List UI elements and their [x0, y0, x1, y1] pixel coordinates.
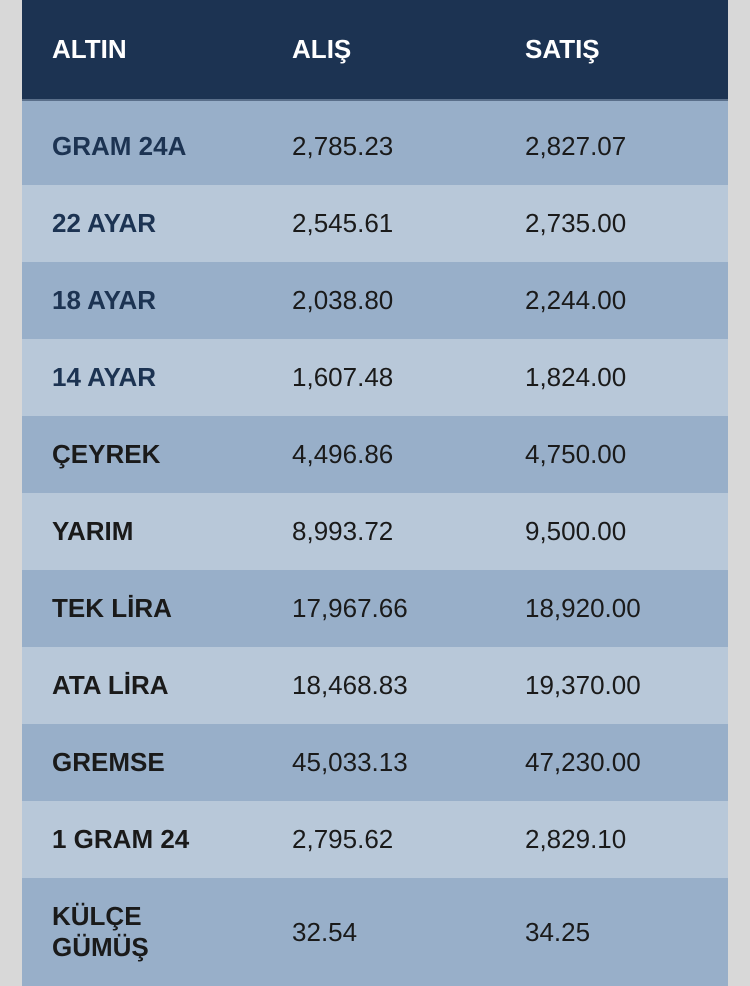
table-row: YARIM 8,993.72 9,500.00	[22, 493, 728, 570]
table-body: GRAM 24A 2,785.23 2,827.07 22 AYAR 2,545…	[22, 100, 728, 986]
header-alis: ALIŞ	[262, 0, 495, 100]
row-name: 18 AYAR	[22, 262, 262, 339]
header-satis: SATIŞ	[495, 0, 728, 100]
table-row: TEK LİRA 17,967.66 18,920.00	[22, 570, 728, 647]
row-name: 14 AYAR	[22, 339, 262, 416]
row-buy: 17,967.66	[262, 570, 495, 647]
table-row: 22 AYAR 2,545.61 2,735.00	[22, 185, 728, 262]
table-row: ATA LİRA 18,468.83 19,370.00	[22, 647, 728, 724]
table-row: 18 AYAR 2,038.80 2,244.00	[22, 262, 728, 339]
row-name: ÇEYREK	[22, 416, 262, 493]
table-row: 1 GRAM 24 2,795.62 2,829.10	[22, 801, 728, 878]
row-sell: 2,244.00	[495, 262, 728, 339]
header-altin: ALTIN	[22, 0, 262, 100]
row-buy: 2,038.80	[262, 262, 495, 339]
row-sell: 1,824.00	[495, 339, 728, 416]
row-buy: 8,993.72	[262, 493, 495, 570]
row-buy: 1,607.48	[262, 339, 495, 416]
row-sell: 2,827.07	[495, 100, 728, 185]
row-buy: 4,496.86	[262, 416, 495, 493]
row-sell: 34.25	[495, 878, 728, 986]
row-sell: 47,230.00	[495, 724, 728, 801]
row-name: GRAM 24A	[22, 100, 262, 185]
row-buy: 2,795.62	[262, 801, 495, 878]
row-buy: 45,033.13	[262, 724, 495, 801]
gold-price-table: ALTIN ALIŞ SATIŞ GRAM 24A 2,785.23 2,827…	[22, 0, 728, 986]
table-row: 14 AYAR 1,607.48 1,824.00	[22, 339, 728, 416]
table-row: GRAM 24A 2,785.23 2,827.07	[22, 100, 728, 185]
row-name: YARIM	[22, 493, 262, 570]
row-sell: 2,735.00	[495, 185, 728, 262]
row-sell: 18,920.00	[495, 570, 728, 647]
row-buy: 2,785.23	[262, 100, 495, 185]
row-sell: 9,500.00	[495, 493, 728, 570]
row-name: 22 AYAR	[22, 185, 262, 262]
table-row: GREMSE 45,033.13 47,230.00	[22, 724, 728, 801]
table-row: KÜLÇE GÜMÜŞ 32.54 34.25	[22, 878, 728, 986]
table-row: ÇEYREK 4,496.86 4,750.00	[22, 416, 728, 493]
row-name: KÜLÇE GÜMÜŞ	[22, 878, 262, 986]
row-sell: 4,750.00	[495, 416, 728, 493]
table-header-row: ALTIN ALIŞ SATIŞ	[22, 0, 728, 100]
row-sell: 19,370.00	[495, 647, 728, 724]
row-name: TEK LİRA	[22, 570, 262, 647]
price-table-container: ALTIN ALIŞ SATIŞ GRAM 24A 2,785.23 2,827…	[0, 0, 750, 937]
row-buy: 18,468.83	[262, 647, 495, 724]
row-name: 1 GRAM 24	[22, 801, 262, 878]
row-name: GREMSE	[22, 724, 262, 801]
row-buy: 32.54	[262, 878, 495, 986]
row-buy: 2,545.61	[262, 185, 495, 262]
row-name: ATA LİRA	[22, 647, 262, 724]
row-sell: 2,829.10	[495, 801, 728, 878]
